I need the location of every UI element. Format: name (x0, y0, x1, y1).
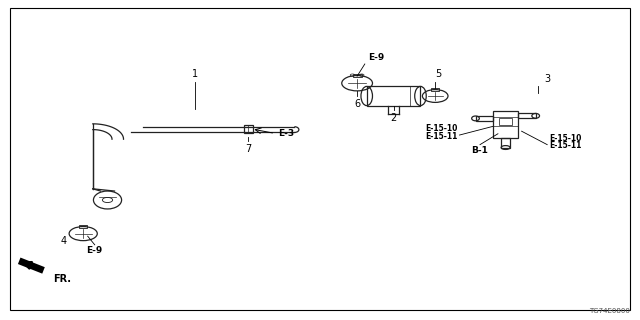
Bar (367, 86, 420, 106)
Bar (476, 116, 493, 121)
Text: E-15-10: E-15-10 (549, 134, 582, 143)
Text: E-15-11: E-15-11 (549, 141, 582, 150)
Text: E-9: E-9 (86, 246, 103, 255)
Text: E-15-11: E-15-11 (425, 132, 458, 141)
Bar (79, 225, 88, 228)
Bar (431, 88, 439, 91)
Bar (493, 111, 518, 138)
Text: E-15-10: E-15-10 (425, 124, 458, 133)
Text: 4: 4 (61, 236, 67, 246)
Text: FR.: FR. (53, 274, 71, 284)
Text: 6: 6 (354, 99, 360, 108)
Bar (353, 74, 362, 77)
Bar (501, 138, 510, 148)
Text: 3: 3 (544, 74, 550, 84)
Bar (499, 118, 512, 125)
Text: TG74E0800: TG74E0800 (589, 308, 630, 314)
Text: E-3: E-3 (278, 129, 294, 138)
Text: 7: 7 (245, 144, 252, 154)
Text: E-9: E-9 (368, 53, 384, 62)
Bar (244, 125, 253, 133)
Text: 2: 2 (390, 113, 397, 123)
Bar (518, 113, 536, 118)
Text: B-1: B-1 (472, 146, 488, 155)
Text: 5: 5 (435, 69, 442, 79)
Text: 1: 1 (192, 69, 198, 79)
